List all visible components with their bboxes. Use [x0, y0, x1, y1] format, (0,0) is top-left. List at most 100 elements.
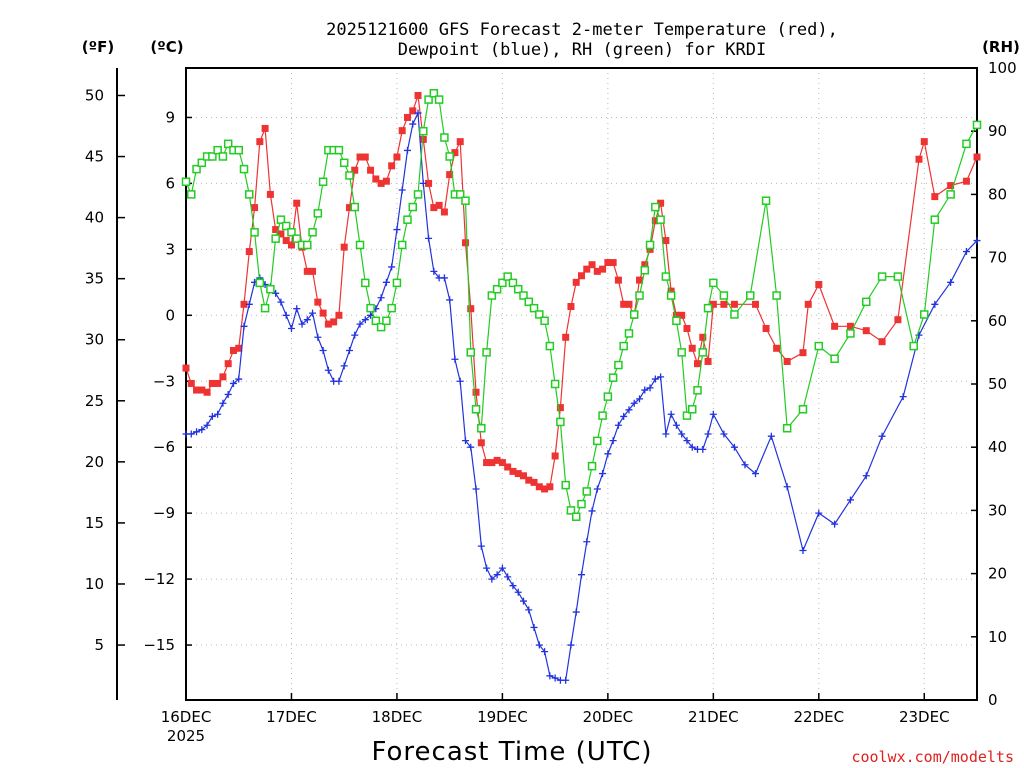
dewpoint-point	[614, 421, 622, 429]
dewpoint-point	[504, 573, 512, 581]
2-meter-temperature-point	[572, 278, 580, 286]
rh-point	[862, 297, 871, 307]
2-meter-temperature-point	[472, 388, 480, 396]
2-meter-temperature-point	[182, 364, 190, 372]
2-meter-temperature-point	[398, 127, 406, 135]
dewpoint-point	[667, 410, 675, 418]
2-meter-temperature-point	[193, 386, 201, 394]
rh-point	[782, 423, 792, 433]
rh-tick-label: 30	[988, 501, 1007, 519]
2-meter-temperature-point	[229, 346, 237, 354]
dewpoint-point	[235, 375, 243, 383]
2-meter-temperature-point	[947, 182, 955, 190]
2-meter-temperature-point	[430, 204, 438, 212]
rh-point	[661, 272, 671, 281]
dewpoint-series	[182, 109, 981, 684]
2-meter-temperature-point	[282, 237, 290, 245]
dewpoint-point	[530, 623, 538, 631]
dewpoint-point	[356, 320, 364, 328]
rh-point	[366, 303, 375, 313]
dewpoint-point	[546, 672, 554, 680]
dewpoint-point	[208, 412, 216, 420]
rh-point	[577, 499, 586, 509]
rh-point	[239, 164, 249, 174]
rh-point	[962, 139, 971, 149]
dewpoint-point	[240, 322, 248, 330]
dewpoint-point	[461, 437, 469, 445]
dewpoint-point	[298, 320, 306, 328]
rh-point	[624, 329, 634, 338]
2-meter-temperature-point	[620, 300, 628, 308]
2-meter-temperature-point	[962, 177, 970, 185]
rh-point	[566, 506, 576, 515]
rh-tick-label: 50	[988, 375, 1007, 393]
rh-point	[234, 145, 243, 155]
2-meter-temperature-point	[314, 298, 322, 306]
2-meter-temperature-point	[931, 193, 939, 201]
2-meter-temperature-point	[340, 243, 348, 251]
rh-point	[698, 348, 708, 357]
x-tick-label: 19DEC	[477, 708, 528, 726]
dewpoint-point	[351, 331, 359, 339]
2-meter-temperature-point	[894, 316, 902, 324]
rh-point	[355, 240, 365, 250]
rh-tick-label: 90	[988, 122, 1007, 140]
dewpoint-point	[831, 520, 839, 528]
dewpoint-point	[730, 443, 738, 451]
fahrenheit-tick-label: 10	[85, 575, 104, 593]
2-meter-temperature-point	[303, 267, 311, 275]
rh-point	[387, 303, 396, 313]
2-meter-temperature-point	[409, 107, 417, 115]
dewpoint-point	[377, 294, 385, 302]
dewpoint-point	[815, 509, 823, 517]
fahrenheit-tick-label: 5	[94, 636, 104, 654]
rh-point	[909, 341, 918, 351]
rh-point	[730, 310, 739, 319]
2-meter-temperature-point	[504, 463, 512, 471]
rh-point	[339, 158, 349, 168]
2-meter-temperature-point	[609, 259, 617, 267]
rh-point	[846, 329, 855, 338]
dewpoint-point	[409, 120, 417, 128]
2-meter-temperature-point	[593, 267, 601, 275]
2-meter-temperature-point	[367, 166, 375, 174]
dewpoint-point	[467, 443, 475, 451]
2-meter-temperature-point	[831, 322, 839, 330]
dewpoint-point	[245, 300, 253, 308]
rh-point	[397, 240, 407, 250]
x-tick-label: 17DEC	[266, 708, 317, 726]
dewpoint-point	[483, 564, 491, 572]
dewpoint-point	[451, 355, 459, 363]
dewpoint-point	[641, 386, 649, 394]
2-meter-temperature-point	[477, 439, 485, 447]
rh-point	[371, 316, 381, 326]
dewpoint-point	[293, 305, 301, 313]
rh-point	[461, 196, 470, 205]
rh-point	[677, 348, 686, 357]
dewpoint-point	[799, 547, 807, 555]
2-meter-temperature-point	[604, 259, 612, 267]
2-meter-temperature-point	[330, 318, 338, 326]
2-meter-temperature-point	[878, 338, 886, 346]
dewpoint-point	[646, 384, 654, 392]
fahrenheit-tick-label: 50	[85, 86, 104, 104]
dewpoint-point	[525, 606, 533, 614]
dewpoint-point	[678, 430, 686, 438]
2-meter-temperature-point	[646, 245, 654, 253]
dewpoint-point	[440, 274, 448, 282]
rh-point	[571, 512, 581, 521]
2-meter-temperature-point	[709, 300, 717, 308]
rh-point	[550, 379, 560, 389]
dewpoint-point	[878, 432, 886, 440]
2-meter-temperature-point	[309, 267, 317, 275]
rh-point	[181, 177, 191, 187]
2-meter-temperature-point	[683, 324, 691, 332]
rh-point	[403, 215, 412, 224]
2-meter-temperature-point	[636, 276, 644, 284]
2-meter-temperature-point	[335, 311, 343, 319]
dewpoint-point	[709, 410, 717, 418]
x-tick-label: 18DEC	[372, 708, 423, 726]
2-meter-temperature-point	[456, 138, 464, 146]
2-meter-temperature-point	[699, 333, 707, 341]
